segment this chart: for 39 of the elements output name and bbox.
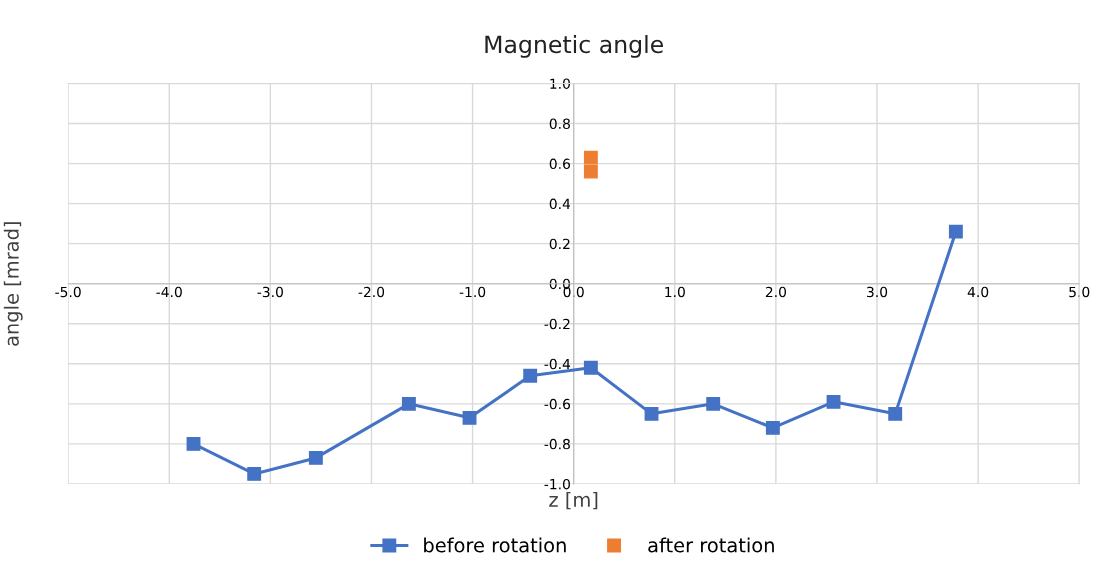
x-tick-label: -2.0 [358, 286, 385, 298]
x-tick-label: -4.0 [156, 286, 182, 298]
legend-label: before rotation [424, 537, 566, 553]
y-tick-label: 0.6 [549, 158, 571, 170]
point [247, 466, 262, 481]
point [948, 224, 963, 239]
x-tick-label: 5.0 [1069, 286, 1090, 298]
point [583, 164, 598, 179]
point [644, 406, 659, 421]
y-tick-label: -0.6 [544, 398, 571, 410]
x-tick-label: -5.0 [55, 286, 81, 298]
x-tick-label: 4.0 [967, 286, 989, 298]
point [888, 406, 903, 421]
x-tick-label: 3.0 [867, 286, 888, 298]
point [186, 436, 201, 451]
point [523, 368, 538, 383]
y-tick-label: 0.8 [549, 118, 570, 130]
point [765, 420, 780, 435]
x-axis-title: z [m] [549, 491, 598, 510]
point [706, 396, 721, 411]
y-tick-label: 0.4 [549, 198, 571, 210]
x-tick-label: 2.0 [765, 286, 787, 298]
x-tick-label: -3.0 [257, 286, 283, 298]
y-axis-title: angle [mrad] [3, 222, 23, 346]
y-tick-label: -1.0 [544, 478, 570, 490]
x-tick-label: 1.0 [665, 286, 685, 298]
point [583, 150, 598, 165]
y-tick-label: 0.2 [549, 238, 570, 250]
legend-label: after rotation [648, 537, 774, 553]
point [462, 410, 477, 425]
point [826, 394, 841, 409]
y-tick-label: -0.8 [544, 438, 570, 450]
x-tick-label: -1.0 [459, 286, 486, 298]
y-tick-label: -0.4 [544, 358, 571, 370]
point [401, 396, 416, 411]
chart-title: Magnetic angle [485, 35, 663, 58]
point [583, 360, 598, 375]
y-tick-label: -0.2 [544, 318, 570, 330]
point [308, 450, 323, 465]
